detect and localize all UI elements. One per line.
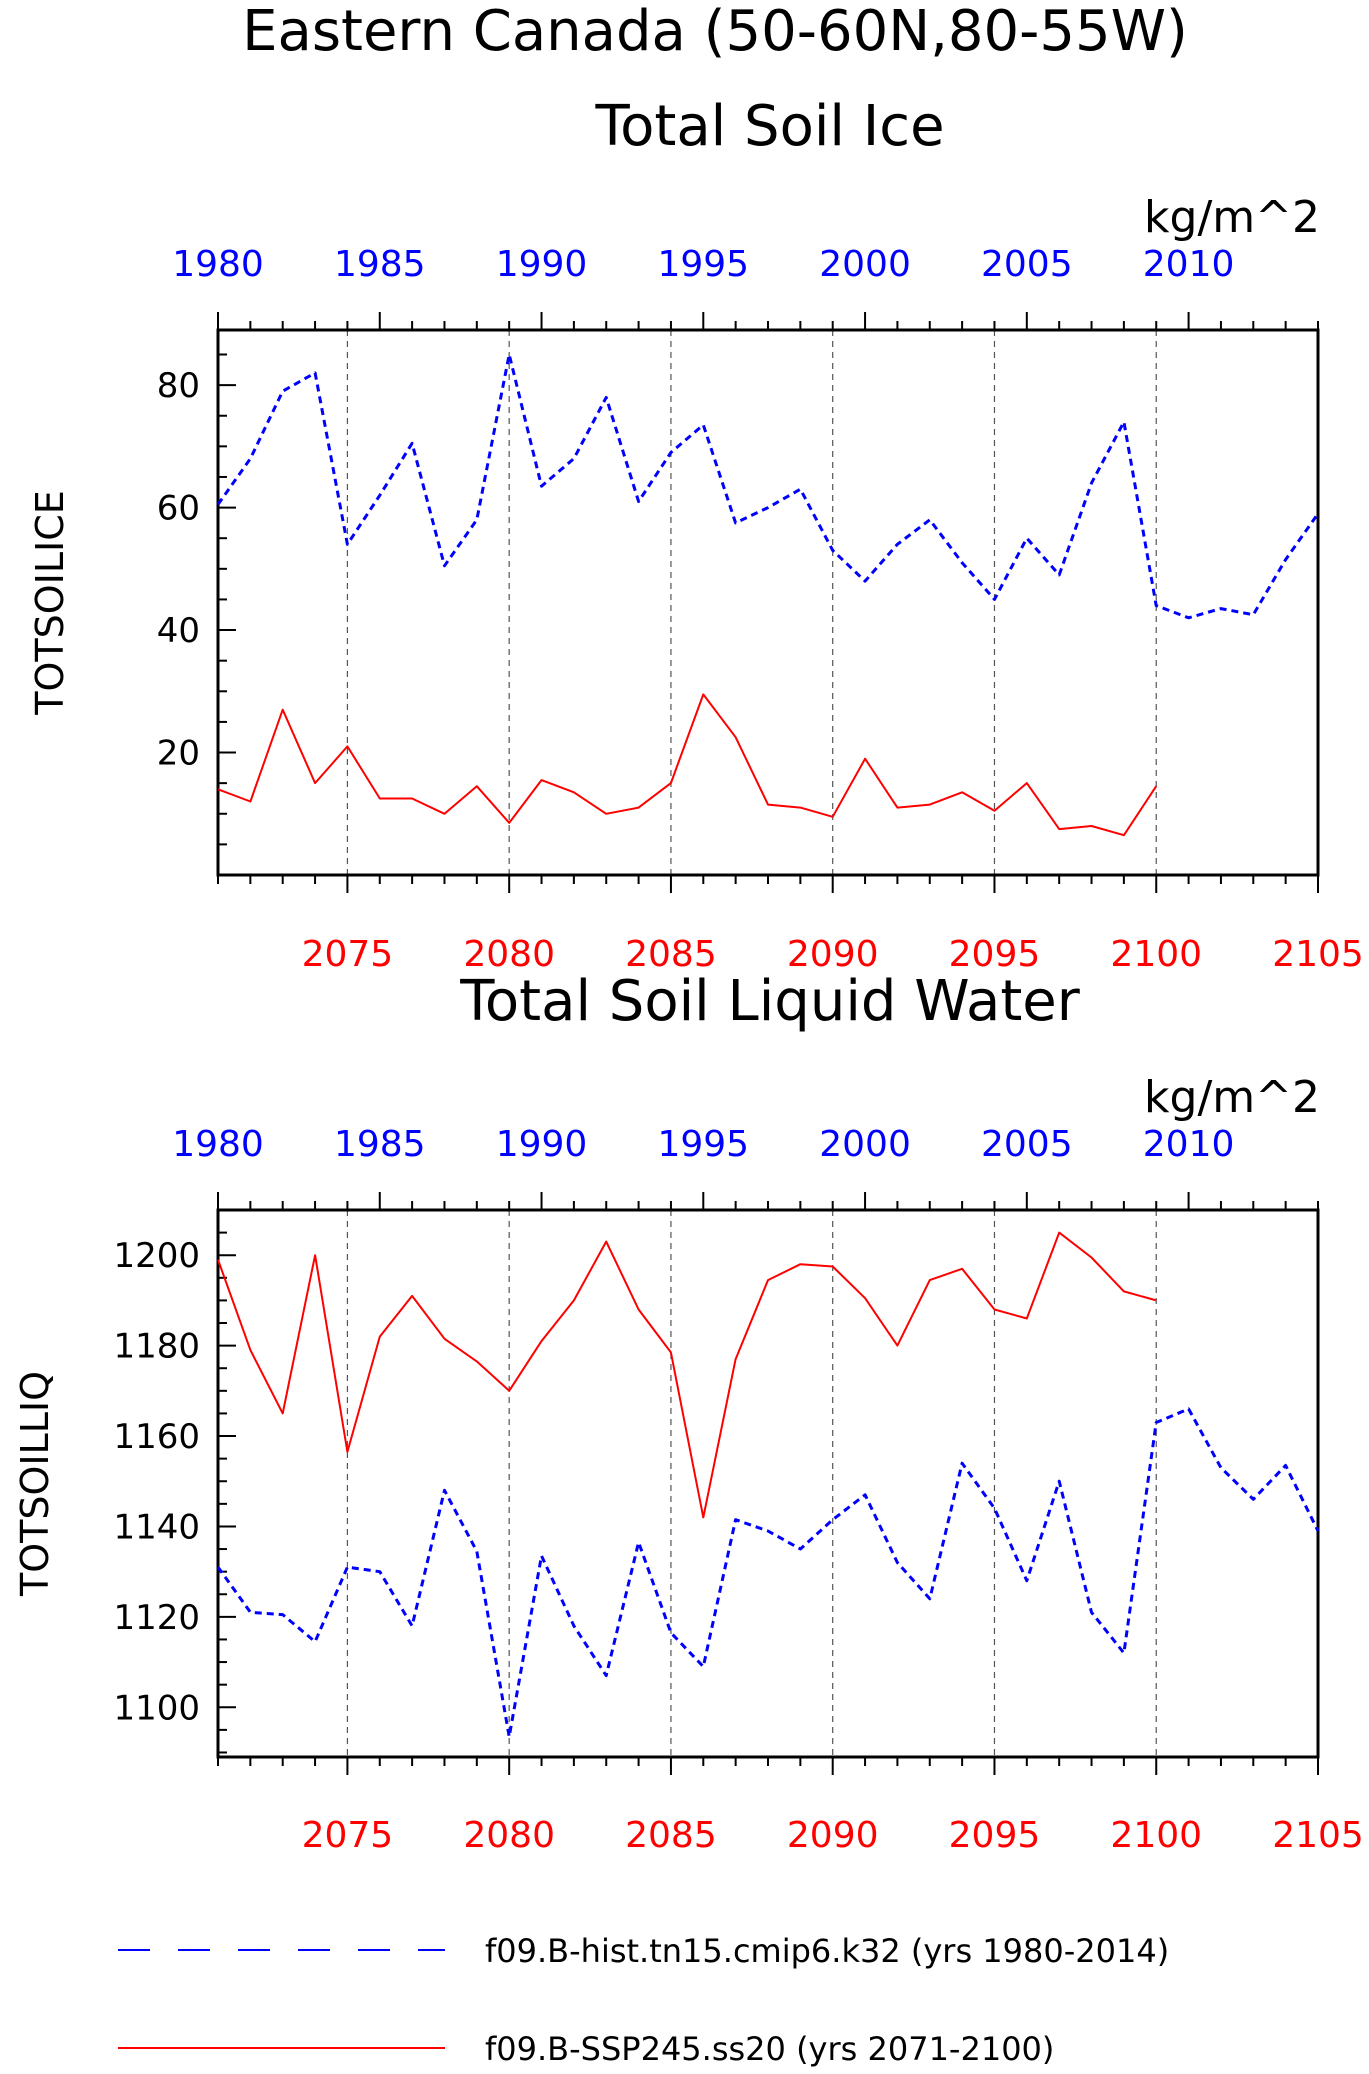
- top-tick-label: 1985: [334, 244, 426, 285]
- top-tick-label: 1990: [496, 1124, 588, 1165]
- panels-group: 20 40 60 80 TOTSOILICE kg/m^2 1980 1985 1990 1995…: [13, 192, 1364, 1856]
- bottom-tick-label: 2095: [949, 1815, 1041, 1856]
- units-label: kg/m^2: [1144, 1072, 1320, 1123]
- legend: f09.B-hist.tn15.cmip6.k32 (yrs 1980-2014…: [118, 1932, 1169, 2068]
- figure-title-line2: Total Soil Ice: [594, 94, 944, 159]
- top-tick-label: 1995: [657, 1124, 749, 1165]
- top-tick-label: 1985: [334, 1124, 426, 1165]
- y-tick-label: 1180: [113, 1327, 200, 1367]
- top-tick-label: 1980: [172, 244, 264, 285]
- top-tick-label: 1990: [496, 244, 588, 285]
- y-tick-label: 1140: [113, 1507, 200, 1547]
- series-line-hist: [216, 1407, 1320, 1739]
- y-tick-label: 1120: [113, 1598, 200, 1638]
- bottom-tick-label: 2105: [1272, 934, 1364, 975]
- top-tick-label: 1980: [172, 1124, 264, 1165]
- y-axis-label: TOTSOILLIQ: [13, 1371, 57, 1597]
- y-tick-label: 60: [157, 489, 200, 529]
- figure-title-line1: Eastern Canada (50-60N,80-55W): [242, 0, 1188, 64]
- top-tick-label: 2000: [819, 1124, 911, 1165]
- legend-ssp-label: f09.B-SSP245.ss20 (yrs 2071-2100): [485, 2030, 1054, 2068]
- panel-2: Total Soil Liquid Water 1100 1120 1140 1160 1…: [13, 969, 1364, 1856]
- top-tick-label: 1995: [657, 244, 749, 285]
- y-tick-label: 1100: [113, 1688, 200, 1728]
- bottom-tick-label: 2105: [1272, 1815, 1364, 1856]
- bottom-tick-label: 2100: [1110, 1815, 1202, 1856]
- top-tick-label: 2000: [819, 244, 911, 285]
- y-tick-label: 1200: [113, 1236, 200, 1276]
- bottom-tick-label: 2080: [463, 1815, 555, 1856]
- bottom-tick-label: 2075: [302, 1815, 394, 1856]
- bottom-tick-label: 2085: [625, 934, 717, 975]
- legend-hist-label: f09.B-hist.tn15.cmip6.k32 (yrs 1980-2014…: [485, 1932, 1169, 1970]
- top-tick-label: 2005: [981, 244, 1073, 285]
- units-label: kg/m^2: [1144, 192, 1320, 243]
- y-tick-label: 20: [157, 734, 200, 774]
- top-tick-label: 2010: [1143, 244, 1235, 285]
- top-tick-label: 2010: [1143, 1124, 1235, 1165]
- series-line-ssp: [217, 1231, 1157, 1519]
- series-line-ssp: [217, 693, 1158, 837]
- y-tick-label: 1160: [113, 1417, 200, 1457]
- bottom-tick-label: 2090: [787, 934, 879, 975]
- bottom-tick-label: 2100: [1110, 934, 1202, 975]
- panel-1: 20 40 60 80 TOTSOILICE kg/m^2 1980 1985 1990 1995…: [28, 192, 1364, 975]
- bottom-tick-label: 2080: [463, 934, 555, 975]
- panel-title: Total Soil Liquid Water: [459, 969, 1081, 1034]
- y-tick-label: 80: [157, 366, 200, 406]
- bottom-tick-label: 2095: [949, 934, 1041, 975]
- bottom-tick-label: 2090: [787, 1815, 879, 1856]
- y-tick-label: 40: [157, 611, 200, 651]
- y-axis-label: TOTSOILICE: [28, 490, 72, 716]
- top-tick-label: 2005: [981, 1124, 1073, 1165]
- series-line-hist: [216, 353, 1320, 620]
- bottom-tick-label: 2075: [302, 934, 394, 975]
- bottom-tick-label: 2085: [625, 1815, 717, 1856]
